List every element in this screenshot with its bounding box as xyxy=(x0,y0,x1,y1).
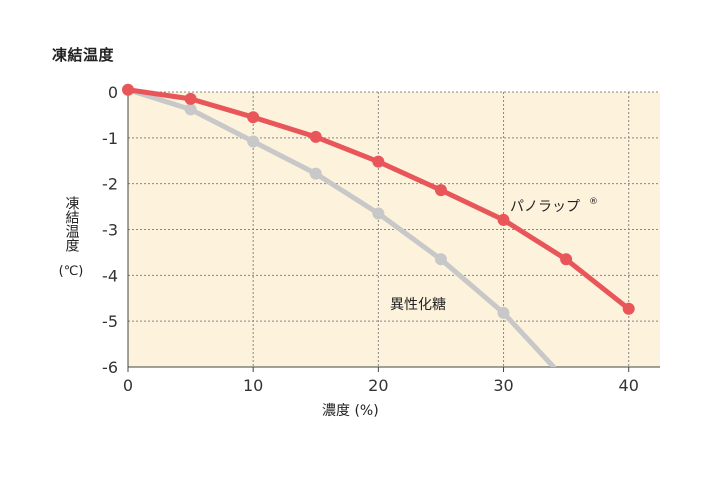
series-isomerized-sugar-label: 異性化糖 xyxy=(390,297,446,313)
x-axis-label: 濃度 (%) xyxy=(322,403,379,419)
x-tick-label: 10 xyxy=(243,376,263,395)
series-panorap-label-registered: ® xyxy=(589,197,598,207)
series-isomerized-sugar-point xyxy=(309,167,322,180)
series-panorap-label: パノラップ xyxy=(510,199,580,215)
y-tick-label: -6 xyxy=(102,358,118,377)
series-isomerized-sugar-point xyxy=(184,103,197,116)
y-tick-label: -1 xyxy=(102,129,118,148)
series-isomerized-sugar-point xyxy=(497,306,510,319)
y-tick-label: 0 xyxy=(108,83,118,102)
y-axis-label-unit: (℃) xyxy=(58,264,84,279)
series-panorap-point xyxy=(372,155,385,168)
y-tick-label: -4 xyxy=(102,266,118,285)
series-isomerized-sugar-point xyxy=(372,207,385,220)
series-panorap-point xyxy=(247,111,260,124)
y-axis-label: 凍結温度 (℃) xyxy=(58,196,84,280)
plot-area: 0 -1 -2 -3 -4 -5 -6 0 10 20 30 40 パノラップ ® 異性化糖 xyxy=(102,83,660,395)
series-panorap-point xyxy=(122,83,134,96)
x-tick-label: 40 xyxy=(619,376,639,395)
series-panorap-point xyxy=(622,302,635,315)
chart-title: 凍結温度 xyxy=(52,46,115,64)
y-tick-label: -2 xyxy=(102,175,118,194)
series-isomerized-sugar-point xyxy=(247,135,260,148)
series-panorap-point xyxy=(184,92,197,105)
series-panorap-point xyxy=(560,253,573,266)
series-isomerized-sugar-point xyxy=(434,253,447,266)
series-panorap-point xyxy=(434,184,447,197)
x-tick-label: 30 xyxy=(493,376,513,395)
series-panorap-point xyxy=(497,213,510,226)
y-tick-label: -3 xyxy=(102,221,118,240)
x-tick-label: 20 xyxy=(368,376,388,395)
y-tick-label: -5 xyxy=(102,312,118,331)
x-tick-label: 0 xyxy=(123,376,133,395)
series-panorap-point xyxy=(309,130,322,143)
series-isomerized-sugar-line xyxy=(128,87,557,367)
y-axis-label-text: 凍結温度 xyxy=(63,196,80,252)
